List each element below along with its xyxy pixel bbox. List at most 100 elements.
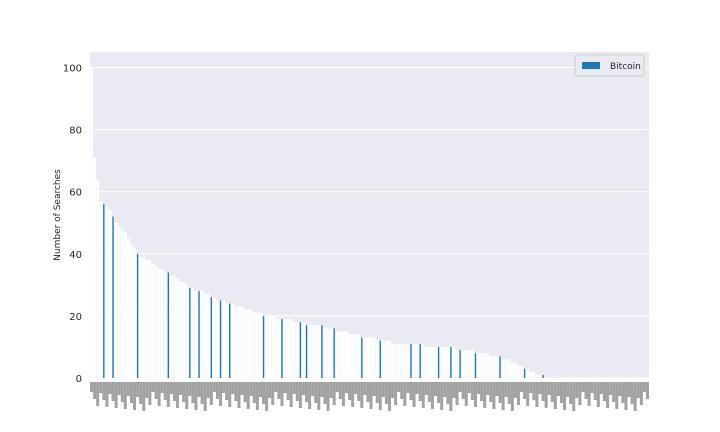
bar: [210, 297, 213, 378]
bar: [136, 253, 139, 378]
bar-body: [338, 331, 342, 378]
x-tick-label: [375, 382, 379, 403]
bar-body: [163, 272, 167, 378]
bar: [299, 322, 302, 378]
x-tick-label: [151, 382, 155, 392]
x-tick-label: [311, 382, 315, 396]
x-tick-label: [357, 382, 361, 401]
x-tick-label: [596, 382, 600, 407]
bar-body: [154, 266, 158, 378]
bar-body: [366, 337, 370, 378]
bar-body: [517, 365, 520, 378]
x-tick-label: [553, 382, 557, 409]
legend: Bitcoin: [574, 54, 645, 77]
bar-body: [317, 325, 321, 378]
x-tick-label: [397, 382, 401, 392]
x-tick-label: [369, 382, 373, 409]
y-tick-label: 0: [76, 374, 82, 385]
bar-body: [176, 278, 179, 378]
legend-label: Bitcoin: [610, 62, 641, 72]
x-tick-label: [520, 382, 524, 392]
bar-body: [489, 356, 493, 378]
bar-body: [108, 210, 112, 378]
x-tick-label: [384, 382, 388, 404]
bar-body: [268, 315, 272, 378]
x-tick-label: [145, 382, 149, 398]
bar-body: [369, 337, 373, 378]
x-tick-label: [120, 382, 124, 402]
x-tick-label: [544, 382, 548, 408]
x-tick-label: [96, 382, 100, 406]
bar-body: [271, 315, 275, 378]
bar-body: [289, 319, 293, 378]
x-tick-label: [240, 382, 244, 395]
x-tick-label: [188, 382, 192, 396]
bar-body: [151, 263, 155, 378]
x-tick-label: [372, 382, 376, 396]
x-tick-label: [314, 382, 318, 403]
x-tick-label: [123, 382, 127, 409]
bar-body: [194, 291, 198, 378]
bar-body: [93, 157, 96, 378]
x-tick-label: [443, 382, 447, 397]
x-tick-label: [452, 382, 456, 398]
bar: [305, 325, 308, 378]
y-axis-label: Number of Searches: [53, 169, 63, 261]
x-tick-label: [105, 382, 109, 407]
x-tick-label: [593, 382, 597, 400]
bar-body: [114, 222, 118, 378]
bar-body: [467, 350, 471, 378]
x-tick-label: [332, 382, 336, 405]
bar-body: [120, 228, 124, 378]
x-tick-label: [550, 382, 554, 402]
x-tick-label: [194, 382, 198, 410]
x-tick-label: [237, 382, 241, 408]
bar-body: [142, 256, 146, 378]
bar-body: [179, 281, 182, 378]
bar-body: [96, 179, 100, 378]
x-tick-label: [176, 382, 180, 408]
bar: [333, 328, 335, 378]
x-tick-label: [492, 382, 496, 409]
x-tick-label: [366, 382, 370, 402]
x-tick-label: [344, 382, 348, 393]
bar: [459, 350, 461, 378]
y-tick-label: 40: [69, 250, 82, 261]
x-tick-label: [280, 382, 284, 406]
x-tick-label: [437, 382, 441, 403]
x-tick-label: [329, 382, 333, 398]
bar-body: [391, 343, 394, 378]
x-tick-label: [489, 382, 493, 402]
bar-body: [237, 306, 241, 378]
x-tick-label: [556, 382, 560, 396]
x-tick-label: [252, 382, 256, 403]
bar-body: [157, 269, 161, 378]
x-tick-label: [323, 382, 327, 404]
bar: [229, 303, 231, 378]
bar-body: [222, 300, 225, 378]
x-tick-label: [172, 382, 176, 401]
x-tick-label: [572, 382, 576, 411]
x-tick-label: [510, 382, 514, 411]
x-tick-label: [265, 382, 269, 411]
bar-body: [348, 334, 351, 378]
bar-body: [421, 343, 425, 378]
bar-body: [406, 343, 410, 378]
x-tick-label: [363, 382, 367, 395]
bar-body: [329, 328, 333, 378]
bar-body: [191, 287, 195, 378]
x-tick-label: [268, 382, 272, 398]
x-tick-label: [538, 382, 542, 394]
x-tick-label: [283, 382, 287, 393]
bar: [281, 319, 283, 378]
bar-body: [295, 322, 299, 378]
x-tick-label: [197, 382, 201, 397]
bar-body: [434, 346, 437, 378]
x-tick-label: [142, 382, 146, 411]
x-tick-label: [523, 382, 527, 399]
y-tick-labels: 0 20 40 60 80 100: [63, 64, 82, 385]
x-tick-label: [99, 382, 103, 393]
bars: [90, 67, 545, 379]
bar-body: [133, 247, 136, 378]
